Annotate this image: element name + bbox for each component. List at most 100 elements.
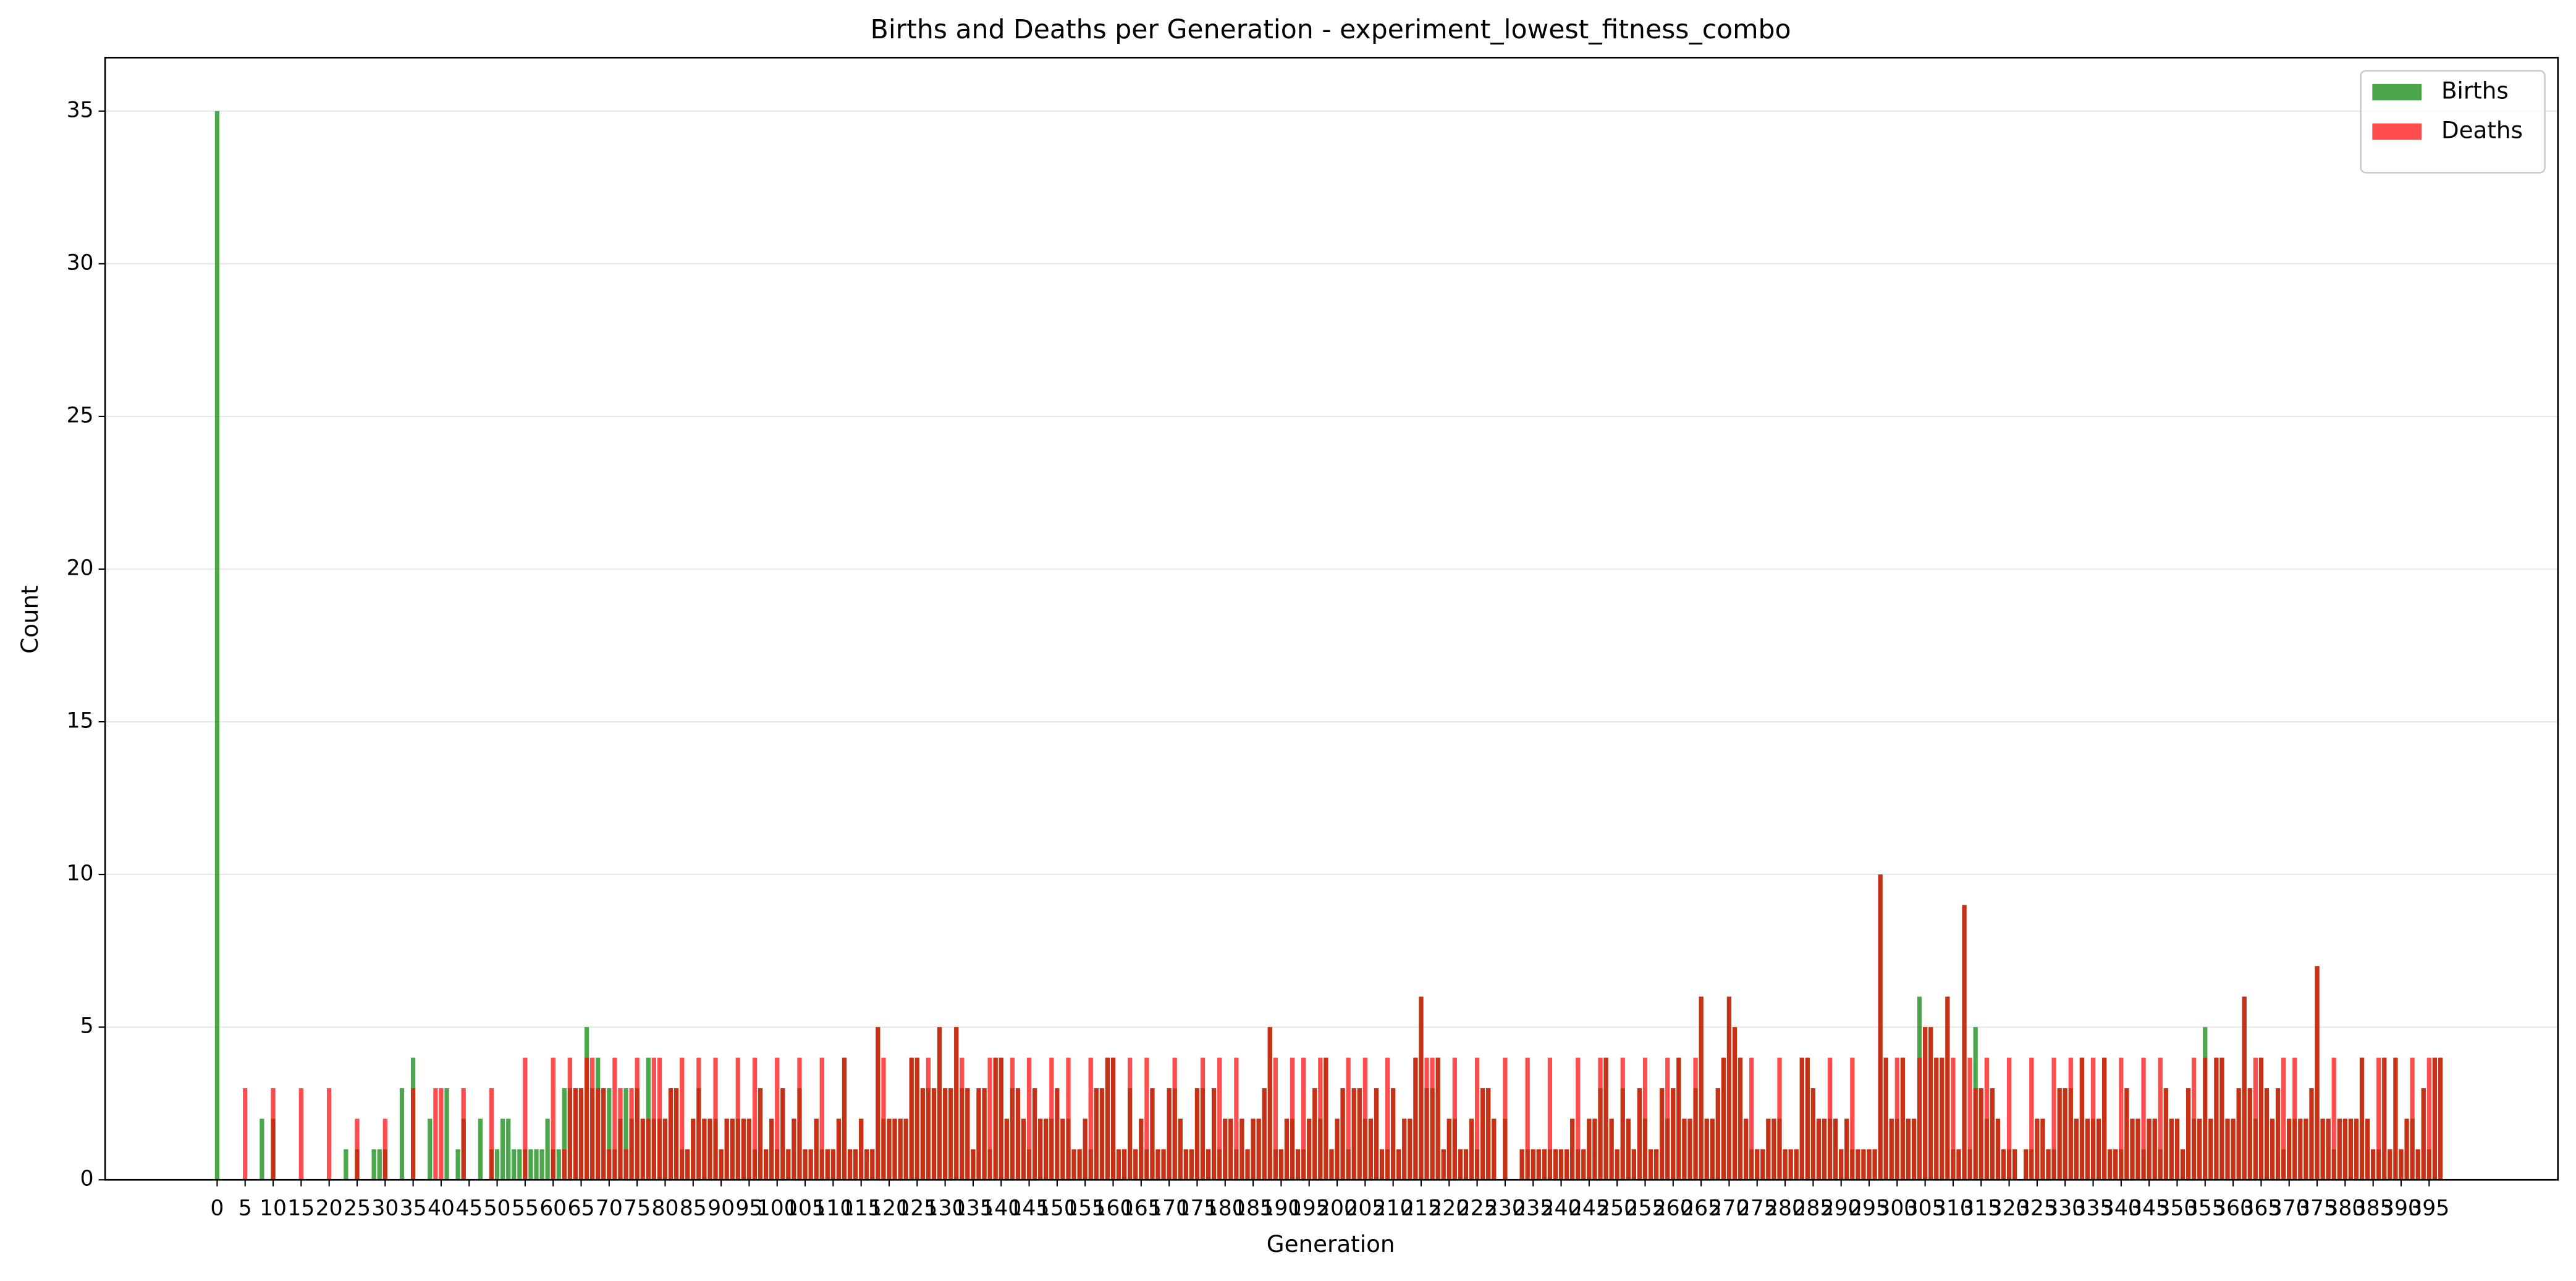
bar (2371, 1149, 2376, 1180)
bar (707, 1118, 712, 1180)
bar (1217, 1057, 1222, 1180)
bar (1474, 1057, 1480, 1180)
bar (2415, 1149, 2420, 1180)
bar (512, 1149, 517, 1180)
bar (1799, 1057, 1804, 1180)
x-tick-label: 70 (596, 1196, 623, 1221)
bar (1984, 1057, 1989, 1180)
x-tick-label: 135 (953, 1196, 994, 1221)
bar (1318, 1057, 1323, 1180)
bar (2012, 1149, 2017, 1180)
bar (1519, 1149, 1524, 1180)
bar (1492, 1118, 1497, 1180)
bar (2163, 1088, 2168, 1180)
bar (836, 1118, 842, 1180)
bar (1503, 1057, 1508, 1180)
bar (271, 1088, 276, 1180)
bar (428, 1118, 433, 1180)
y-tick-label: 30 (67, 250, 94, 275)
bar (1295, 1149, 1301, 1180)
bar (1783, 1149, 1788, 1180)
bar (651, 1057, 656, 1180)
bar (1900, 1057, 1906, 1180)
bar (1385, 1057, 1390, 1180)
bar (2185, 1088, 2191, 1180)
bar (1816, 1118, 1822, 1180)
bar (2219, 1057, 2224, 1180)
x-tick-label: 380 (2325, 1196, 2365, 1221)
bar (2102, 1057, 2107, 1180)
bar (1060, 1118, 1065, 1180)
legend-swatch (2372, 83, 2422, 101)
bar (808, 1149, 813, 1180)
bar (825, 1149, 830, 1180)
x-tick-label: 330 (2045, 1196, 2085, 1221)
bar (1833, 1118, 1838, 1180)
bar (377, 1149, 382, 1180)
bar (1419, 996, 1424, 1180)
bar (500, 1118, 505, 1180)
bar (1346, 1057, 1351, 1180)
bar (1570, 1118, 1575, 1180)
bar (741, 1118, 746, 1180)
bar (1738, 1057, 1743, 1180)
bar (797, 1057, 802, 1180)
bar (1609, 1118, 1614, 1180)
bar (1071, 1149, 1076, 1180)
series-1 (243, 874, 2443, 1180)
bar (517, 1149, 522, 1180)
x-tick-label: 85 (680, 1196, 707, 1221)
bar (567, 1057, 573, 1180)
bar (680, 1057, 685, 1180)
bar (971, 1149, 976, 1180)
bar (523, 1057, 528, 1180)
x-tick-label: 230 (1485, 1196, 1526, 1221)
bar (1581, 1149, 1586, 1180)
bar (2079, 1057, 2085, 1180)
bar (411, 1088, 416, 1180)
bar (1592, 1118, 1597, 1180)
bar (887, 1118, 892, 1180)
bar (1648, 1149, 1653, 1180)
bar (746, 1118, 752, 1180)
bar (2298, 1118, 2303, 1180)
bar (2320, 1118, 2325, 1180)
x-tick-label: 105 (785, 1196, 826, 1221)
bar (433, 1088, 438, 1180)
bar (243, 1088, 248, 1180)
bar (937, 1027, 942, 1180)
x-tick-label: 95 (735, 1196, 762, 1221)
x-tick-label: 15 (287, 1196, 315, 1221)
bar (444, 1088, 449, 1180)
bar (2214, 1057, 2219, 1180)
x-tick-label: 310 (1933, 1196, 1974, 1221)
bar (545, 1118, 550, 1180)
bar (657, 1057, 662, 1180)
x-tick-label: 125 (897, 1196, 937, 1221)
x-tick-label: 335 (2073, 1196, 2114, 1221)
x-tick-label: 270 (1708, 1196, 1749, 1221)
bar (455, 1149, 460, 1180)
x-tick-label: 20 (316, 1196, 343, 1221)
bar (1172, 1057, 1177, 1180)
x-tick-label: 60 (539, 1196, 567, 1221)
bar (1732, 1027, 1738, 1180)
bar (685, 1149, 690, 1180)
bar (1144, 1057, 1149, 1180)
bar (2068, 1057, 2073, 1180)
bar (1178, 1118, 1183, 1180)
bar (1626, 1118, 1631, 1180)
bar (2096, 1118, 2101, 1180)
bar (1615, 1149, 1620, 1180)
bar (993, 1057, 998, 1180)
bar (618, 1088, 623, 1180)
bar (942, 1088, 948, 1180)
bar (494, 1149, 500, 1180)
x-tick-label: 160 (1093, 1196, 1134, 1221)
bar (859, 1118, 864, 1180)
bar (1856, 1149, 1860, 1180)
bar (674, 1088, 679, 1180)
bar (1721, 1057, 1726, 1180)
bar (1105, 1057, 1110, 1180)
